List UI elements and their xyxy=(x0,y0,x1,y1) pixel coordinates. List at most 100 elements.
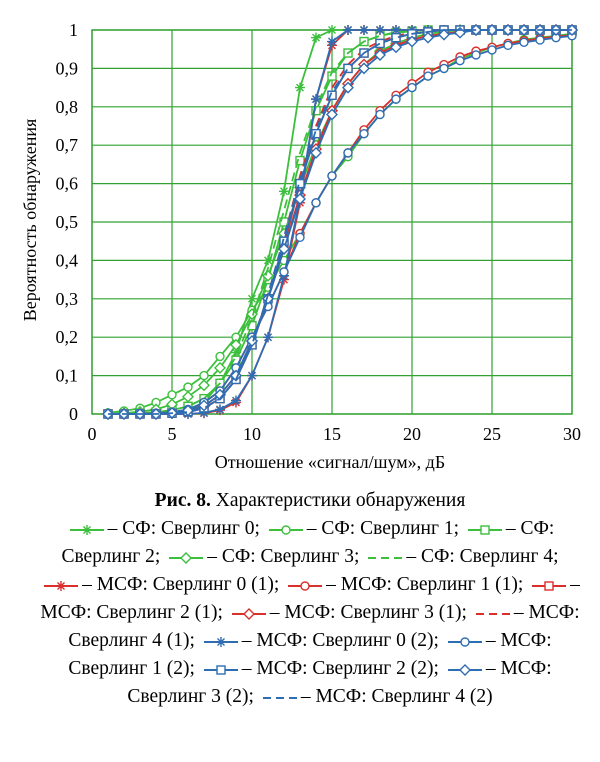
legend-symbol xyxy=(467,524,502,535)
x-tick-label: 20 xyxy=(403,424,421,444)
legend-marker xyxy=(216,664,226,675)
data-point xyxy=(214,388,226,401)
y-tick-label: 0,1 xyxy=(56,366,79,386)
data-point xyxy=(502,24,514,36)
data-point xyxy=(247,370,257,381)
legend-symbol xyxy=(203,636,238,647)
data-point xyxy=(295,232,305,243)
legend-marker xyxy=(458,663,471,676)
legend-item: – СФ: Сверлинг 0; xyxy=(66,518,260,539)
data-point xyxy=(486,24,498,36)
legend-symbol xyxy=(203,664,238,675)
legend-marker xyxy=(480,524,490,535)
data-point xyxy=(375,25,385,35)
data-point xyxy=(214,361,226,374)
data-point xyxy=(263,255,273,266)
legend-label: – МСФ: Сверлинг 4 (1); xyxy=(68,602,580,651)
x-tick-label: 25 xyxy=(483,424,501,444)
data-point xyxy=(422,31,434,44)
data-point xyxy=(262,292,274,305)
data-point xyxy=(438,28,450,41)
data-point xyxy=(406,35,418,48)
data-point xyxy=(342,81,354,94)
data-point xyxy=(295,178,305,189)
series-line xyxy=(107,32,573,414)
y-tick-label: 0,3 xyxy=(56,289,79,309)
data-point xyxy=(439,63,449,74)
data-point xyxy=(423,71,433,81)
legend-item: – МСФ: Сверлинг 0 (2); xyxy=(200,630,439,651)
legend-label: – МСФ: Сверлинг 3 (1); xyxy=(269,602,467,623)
series-6 xyxy=(103,30,577,419)
legend-marker xyxy=(544,580,554,591)
legend-symbol xyxy=(532,580,567,591)
legend-item: – МСФ: Сверлинг 4 (2) xyxy=(259,686,493,707)
x-tick-label: 30 xyxy=(563,424,581,444)
data-point xyxy=(231,347,241,358)
data-point xyxy=(183,382,193,392)
legend-symbol xyxy=(288,580,323,591)
legend-item: – МСФ: Сверлинг 2 (2); xyxy=(200,658,439,679)
data-point xyxy=(199,370,209,381)
x-tick-label: 0 xyxy=(88,424,97,444)
series-1 xyxy=(103,29,577,418)
data-point xyxy=(230,338,242,351)
data-point xyxy=(535,35,545,45)
legend-symbol xyxy=(475,612,510,615)
legend-item: – МСФ: Сверлинг 4 (1); xyxy=(68,602,579,651)
data-point xyxy=(471,50,481,60)
data-point xyxy=(279,267,289,277)
data-point xyxy=(374,48,386,61)
data-point xyxy=(519,37,529,47)
data-point xyxy=(326,108,338,121)
data-point xyxy=(487,45,497,55)
data-point xyxy=(279,186,289,197)
y-tick-labels: 0 0,1 0,2 0,3 0,4 0,5 0,6 0,7 0,8 0,9 1 xyxy=(56,20,79,424)
legend-label: – МСФ: Сверлинг 0 (2); xyxy=(241,630,439,651)
series-11 xyxy=(103,31,577,419)
data-point xyxy=(359,25,369,35)
legend-marker xyxy=(81,524,92,535)
y-tick-label: 0,9 xyxy=(56,58,79,78)
data-point xyxy=(182,390,194,403)
legend-marker xyxy=(180,551,193,564)
legend-marker xyxy=(281,524,291,535)
y-tick-label: 0,2 xyxy=(56,327,79,347)
legend-item: – МСФ: Сверлинг 3 (1); xyxy=(228,602,467,623)
data-point xyxy=(199,407,209,418)
data-point xyxy=(391,25,401,35)
y-tick-label: 0,8 xyxy=(56,97,79,117)
legend-label: – МСФ: Сверлинг 1 (1); xyxy=(326,574,524,595)
legend-item: – СФ: Сверлинг 4; xyxy=(364,546,559,567)
data-point xyxy=(311,128,321,139)
data-point xyxy=(311,198,321,208)
legend-marker xyxy=(242,607,255,620)
data-point xyxy=(198,399,210,412)
data-point xyxy=(231,395,241,406)
caption-title: Рис. 8. Характеристики обнаружения xyxy=(40,487,580,515)
legend-label: – МСФ: Сверлинг 2 (2); xyxy=(241,658,439,679)
data-point xyxy=(311,32,321,43)
legend-label: – МСФ: Сверлинг 3 (2); xyxy=(127,658,552,707)
legend-symbol xyxy=(69,524,104,535)
x-axis-title: Отношение «сигнал/шум», дБ xyxy=(215,452,445,472)
y-tick-label: 0,6 xyxy=(56,174,79,194)
legend-symbol xyxy=(447,636,482,647)
legend-item: – СФ: Сверлинг 2; xyxy=(61,518,554,567)
legend-item: – МСФ: Сверлинг 1 (2); xyxy=(68,630,551,679)
data-point xyxy=(359,128,369,139)
data-point xyxy=(215,404,225,415)
legend-symbol xyxy=(368,556,403,559)
legend-label: – МСФ: Сверлинг 4 (2) xyxy=(300,686,493,707)
data-point xyxy=(327,171,337,181)
legend: – СФ: Сверлинг 0; – СФ: Сверлинг 1; – СФ… xyxy=(40,515,580,711)
x-tick-label: 10 xyxy=(243,424,261,444)
figure-number: Рис. 8. xyxy=(154,490,211,511)
data-point xyxy=(327,36,337,47)
data-point xyxy=(455,56,465,66)
legend-marker xyxy=(300,580,310,591)
data-point xyxy=(343,25,353,35)
legend-label: – СФ: Сверлинг 1; xyxy=(306,518,459,539)
data-point xyxy=(407,82,417,93)
legend-label: – СФ: Сверлинг 2; xyxy=(61,518,555,567)
